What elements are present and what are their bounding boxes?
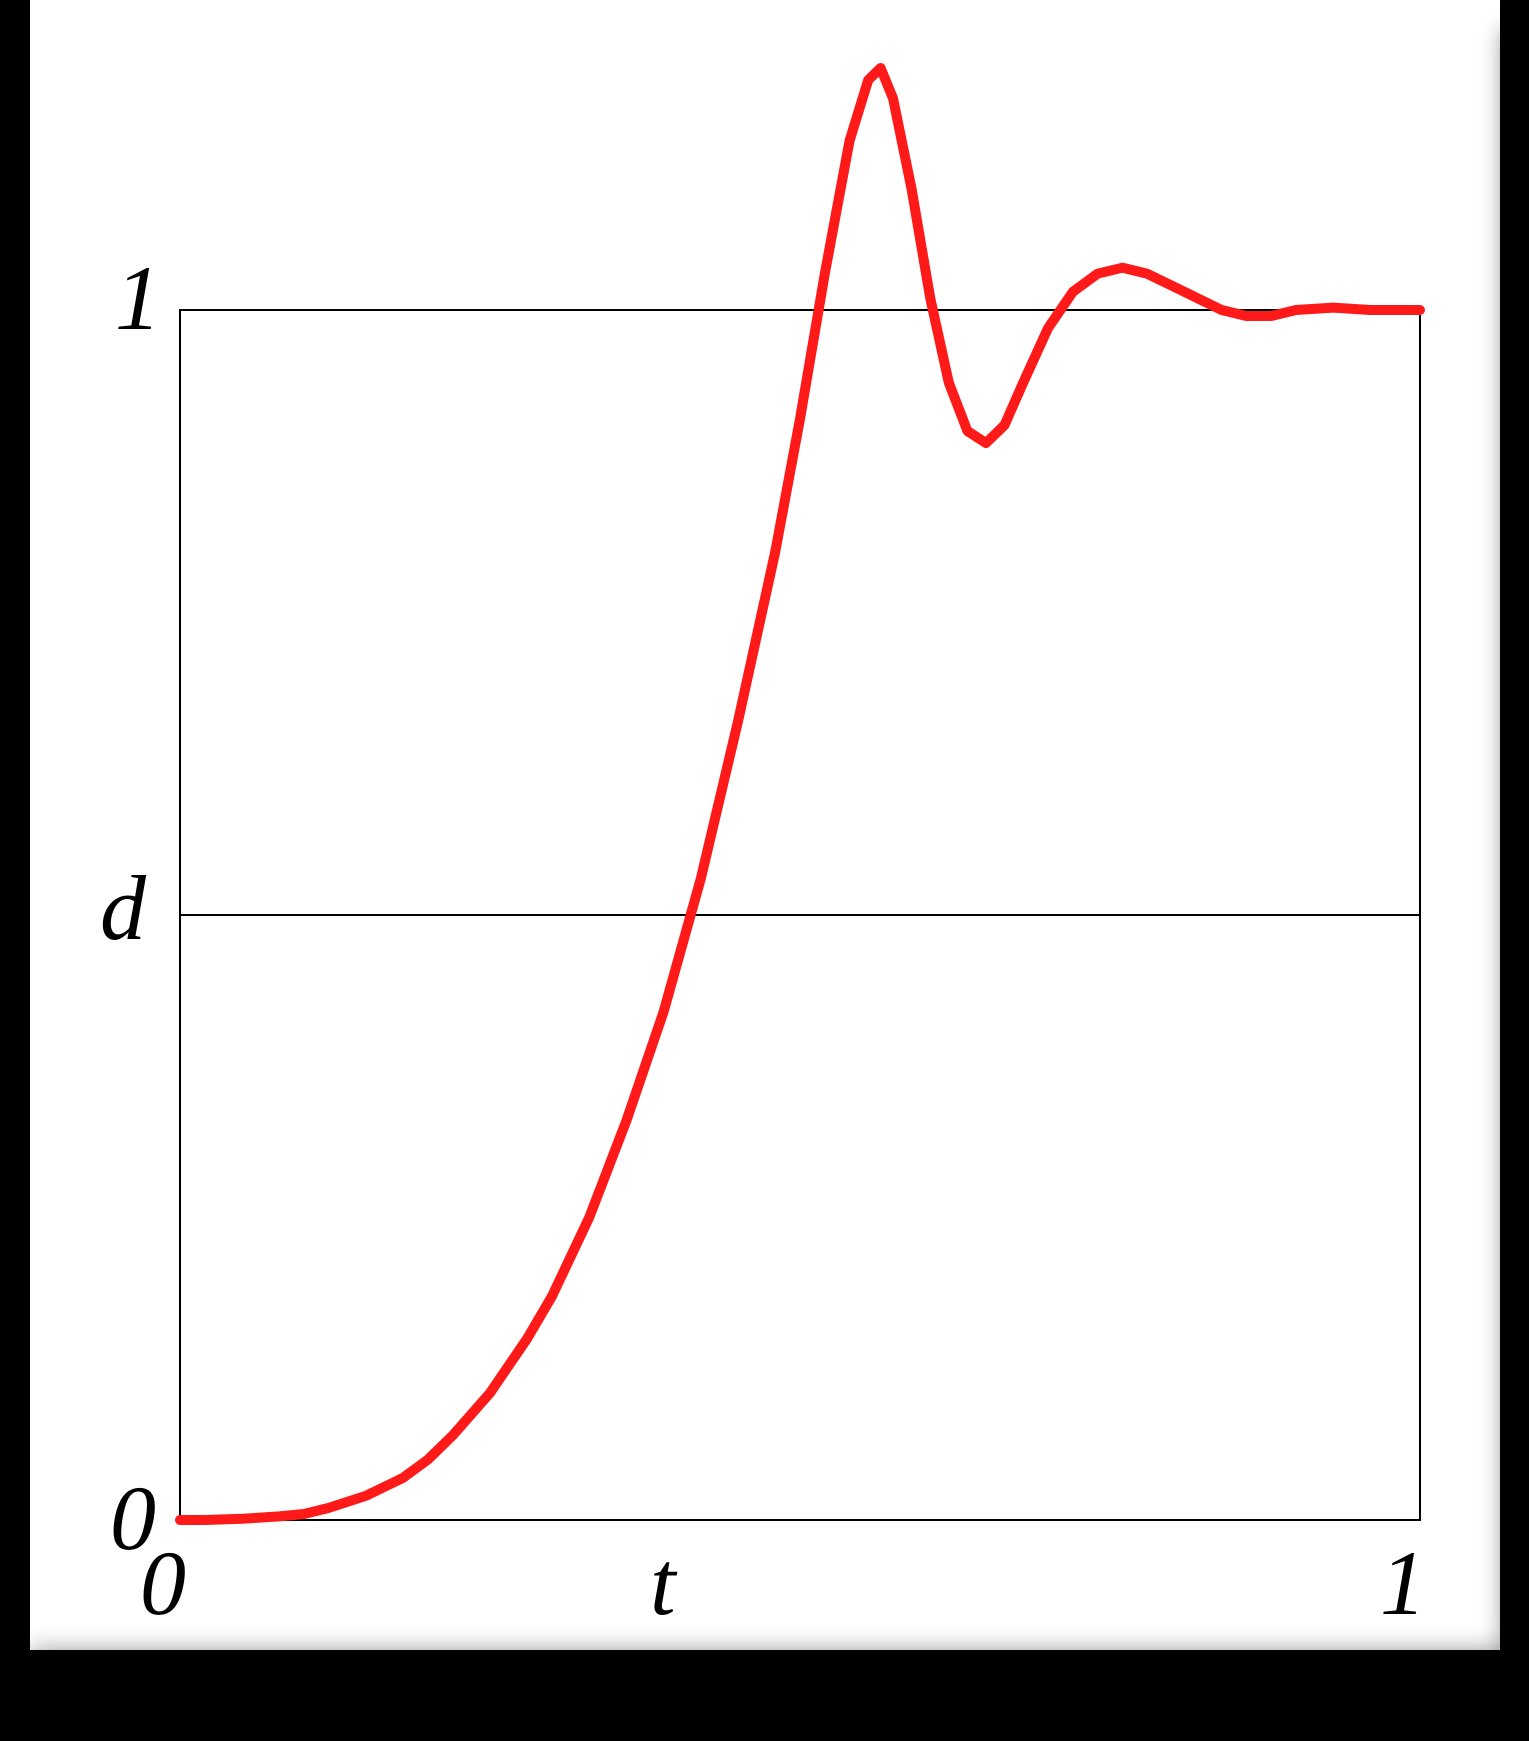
y-axis-label-d: d (100, 855, 146, 961)
page-root: 1 d 0 0 t 1 (0, 0, 1529, 1741)
chart-svg (0, 0, 1529, 1741)
x-axis-label-origin: 0 (140, 1530, 186, 1636)
x-axis-label-1: 1 (1380, 1530, 1426, 1636)
x-axis-label-t: t (650, 1530, 676, 1636)
easing-curve (180, 68, 1420, 1520)
y-axis-label-1: 1 (115, 245, 161, 351)
